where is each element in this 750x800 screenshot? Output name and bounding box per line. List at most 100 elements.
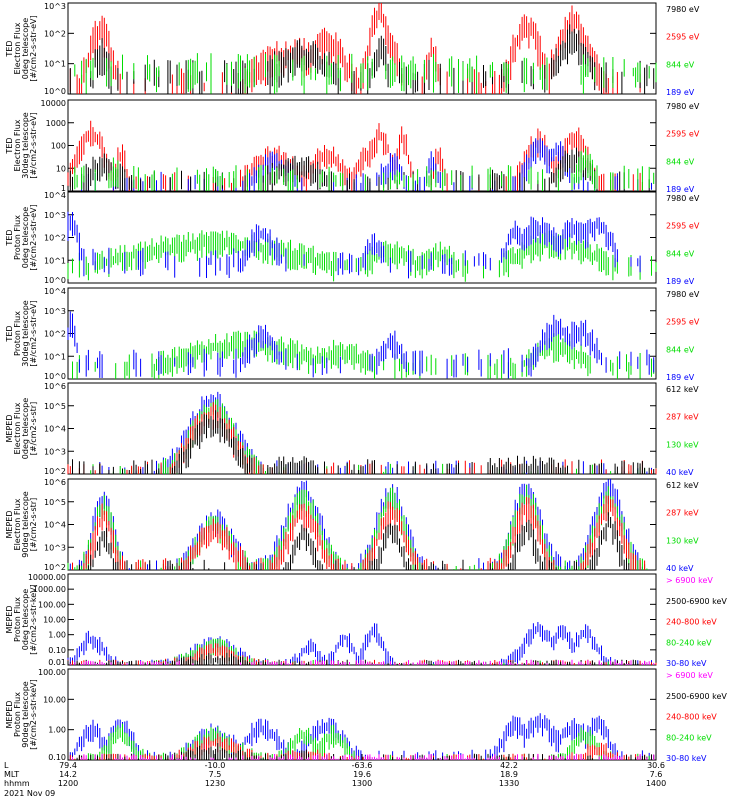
y-tick-label: 10^2 bbox=[44, 330, 66, 339]
series-line bbox=[74, 53, 657, 94]
y-tick-label: 0.10 bbox=[48, 646, 66, 655]
panel-2: 1 10 100 1000 10000 TED Electron Flux 30deg tel… bbox=[5, 99, 700, 194]
series-line bbox=[67, 622, 652, 665]
y-axis-label: 30deg telescope bbox=[21, 300, 30, 367]
legend-label: > 6900 keV bbox=[666, 671, 713, 680]
y-tick-label: 10^6 bbox=[44, 478, 66, 487]
y-tick-label: 10^5 bbox=[44, 402, 66, 411]
x-row-label: hhmm bbox=[4, 779, 30, 788]
y-tick-label: 10^2 bbox=[44, 29, 66, 38]
y-axis-label: [#/cm2-s-str-eV] bbox=[29, 300, 38, 366]
x-tick-MLT: 7.6 bbox=[650, 770, 663, 779]
panel-frame bbox=[67, 478, 657, 571]
y-tick-label: 10^4 bbox=[44, 425, 66, 434]
data-series bbox=[74, 53, 657, 94]
legend-label: 30-80 keV bbox=[666, 659, 707, 668]
series-line bbox=[69, 3, 641, 94]
legend-label: 130 keV bbox=[666, 536, 699, 545]
legend-label: 2500-6900 keV bbox=[666, 692, 727, 701]
y-tick-label: 100.00 bbox=[38, 600, 66, 609]
y-tick-label: 0.10 bbox=[48, 753, 66, 762]
x-tick-MLT: 19.6 bbox=[353, 770, 371, 779]
legend-label: 844 eV bbox=[666, 345, 695, 354]
y-axis-label: TED bbox=[5, 325, 14, 342]
series-line bbox=[74, 148, 655, 191]
legend-label: 80-240 keV bbox=[666, 638, 712, 647]
series-line bbox=[67, 211, 641, 279]
panel-5: 10^2 10^3 10^4 10^5 10^6 MEPED Electron Flux 0d… bbox=[5, 382, 699, 477]
legend-label: 287 keV bbox=[666, 509, 699, 518]
panel-8: 0.10 1.00 10.00 100.00 MEPED Proton Flux 90deg… bbox=[5, 668, 727, 763]
legend-label: 189 eV bbox=[666, 277, 695, 286]
panel-3: 10^0 10^1 10^2 10^3 10^4 TED Proton Flux 0deg t… bbox=[5, 191, 700, 286]
legend-label: 189 eV bbox=[666, 88, 695, 97]
y-tick-label: 10^2 bbox=[44, 234, 66, 243]
y-axis-label: 0deg telescope bbox=[21, 207, 30, 268]
y-tick-label: 1 bbox=[61, 184, 66, 193]
y-axis-label: [#/cm2-s-str-keV] bbox=[29, 679, 38, 750]
data-series bbox=[69, 3, 641, 94]
y-axis-label: TED bbox=[5, 40, 14, 57]
y-tick-label: 10^3 bbox=[44, 447, 66, 456]
x-tick-L: -10.0 bbox=[205, 761, 226, 770]
legend-label: 40 keV bbox=[666, 564, 694, 573]
y-axis-label: Proton Flux bbox=[13, 597, 22, 642]
y-axis-label: [#/cm2-s-str-eV] bbox=[29, 204, 38, 270]
y-tick-label: 10^0 bbox=[44, 372, 66, 381]
y-tick-label: 10^4 bbox=[44, 521, 66, 530]
y-axis-label: 0deg telescope bbox=[21, 589, 30, 650]
series-line bbox=[69, 24, 655, 94]
data-series bbox=[67, 484, 648, 570]
y-tick-label: 1.00 bbox=[48, 631, 66, 640]
x-tick-L: 30.6 bbox=[647, 761, 665, 770]
y-tick-label: 10^1 bbox=[44, 60, 66, 69]
x-tick-hhmm: 1230 bbox=[205, 779, 225, 788]
y-tick-label: 10000.00 bbox=[28, 573, 66, 582]
legend-label: 2595 eV bbox=[666, 318, 700, 327]
x-tick-hhmm: 1300 bbox=[352, 779, 372, 788]
y-tick-label: 10^3 bbox=[44, 2, 66, 11]
data-series bbox=[67, 311, 655, 379]
data-series bbox=[69, 479, 643, 570]
data-series bbox=[72, 410, 655, 474]
series-line bbox=[67, 484, 648, 570]
y-tick-label: 10^0 bbox=[44, 87, 66, 96]
panel-6: 10^2 10^3 10^4 10^5 10^6 MEPED Electron Flux 90… bbox=[5, 478, 699, 573]
panel-frame bbox=[67, 2, 657, 95]
y-tick-label: 1000 bbox=[46, 119, 66, 128]
y-axis-label: MEPED bbox=[5, 415, 14, 443]
series-line bbox=[69, 479, 643, 570]
y-tick-label: 1.00 bbox=[48, 726, 66, 735]
y-axis-label: [#/cm2-s-str] bbox=[29, 402, 38, 455]
legend-label: 7980 eV bbox=[666, 102, 700, 111]
legend-label: 240-800 keV bbox=[666, 713, 717, 722]
x-row-label: MLT bbox=[4, 770, 19, 779]
y-tick-label: 10^1 bbox=[44, 352, 66, 361]
panel-1: 10^0 10^1 10^2 10^3 TED Electron Flux 0deg tel… bbox=[5, 2, 700, 97]
legend-label: 844 eV bbox=[666, 157, 695, 166]
legend-label: 7980 eV bbox=[666, 290, 700, 299]
data-series bbox=[69, 713, 650, 760]
x-tick-L: -63.6 bbox=[352, 761, 373, 770]
legend-label: 2595 eV bbox=[666, 33, 700, 42]
x-tick-L: 79.4 bbox=[59, 761, 77, 770]
y-tick-label: 100.00 bbox=[38, 668, 66, 677]
y-axis-label: Electron Flux bbox=[13, 22, 22, 74]
y-tick-label: 10^5 bbox=[44, 498, 66, 507]
y-axis-label: Proton Flux bbox=[13, 311, 22, 356]
legend-label: 844 eV bbox=[666, 60, 695, 69]
y-tick-label: 10^2 bbox=[44, 563, 66, 572]
y-axis-label: Proton Flux bbox=[13, 692, 22, 737]
y-axis-label: MEPED bbox=[5, 701, 14, 729]
legend-label: 80-240 keV bbox=[666, 733, 712, 742]
legend-label: 612 keV bbox=[666, 481, 699, 490]
x-row-label: L bbox=[4, 761, 9, 770]
legend-label: 2595 eV bbox=[666, 222, 700, 231]
y-tick-label: 10^2 bbox=[44, 467, 66, 476]
legend-label: 40 keV bbox=[666, 468, 694, 477]
x-tick-MLT: 14.2 bbox=[59, 770, 77, 779]
legend-label: 2595 eV bbox=[666, 130, 700, 139]
y-tick-label: 10^3 bbox=[44, 543, 66, 552]
